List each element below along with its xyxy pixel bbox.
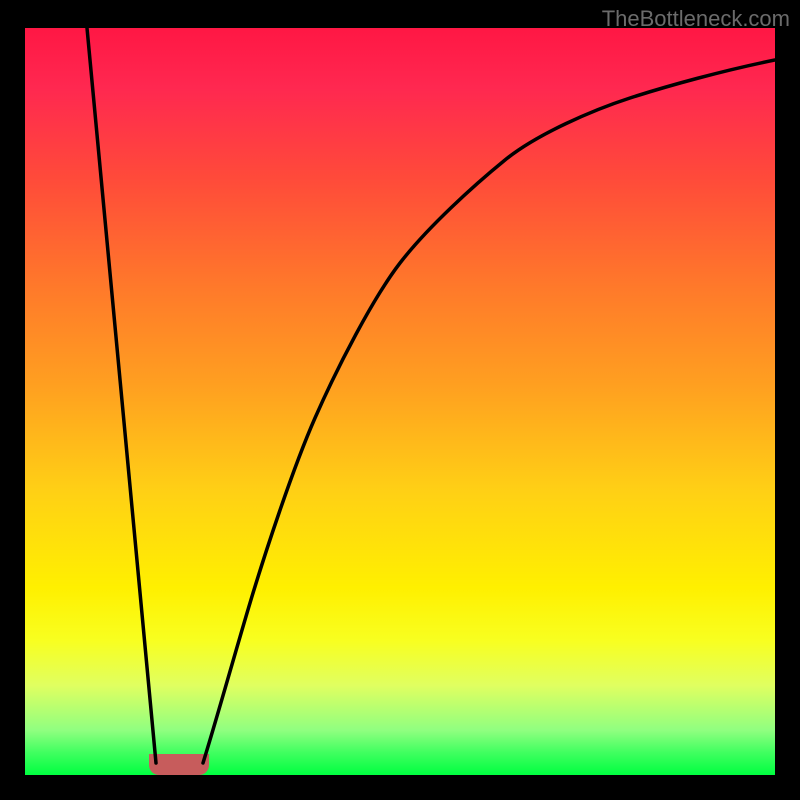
right-branch (203, 60, 775, 763)
watermark-text: TheBottleneck.com (602, 6, 790, 32)
plot-area (25, 28, 775, 775)
bottleneck-curve (25, 28, 775, 775)
left-branch (87, 28, 156, 763)
chart-container: TheBottleneck.com (0, 0, 800, 800)
